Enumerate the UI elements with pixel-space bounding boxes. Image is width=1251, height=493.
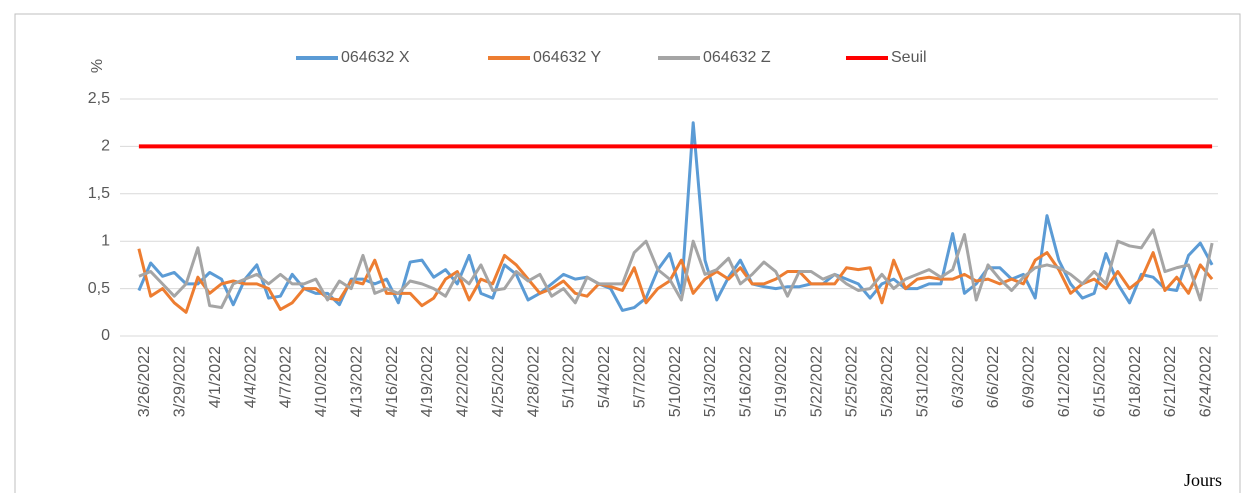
x-tick-label: 6/15/2022 <box>1091 346 1108 417</box>
x-tick-label: 6/12/2022 <box>1056 346 1073 417</box>
x-tick-label: 4/1/2022 <box>207 346 224 408</box>
x-tick-label: 3/29/2022 <box>171 346 188 417</box>
y-tick-label: 2 <box>101 138 110 155</box>
x-tick-label: 5/4/2022 <box>596 346 613 408</box>
legend-label: Seuil <box>891 49 927 66</box>
x-tick-label: 4/22/2022 <box>455 346 472 417</box>
chart-frame <box>14 13 1241 493</box>
x-tick-label: 5/28/2022 <box>879 346 896 417</box>
series-line <box>137 248 1214 314</box>
x-tick-label: 5/19/2022 <box>773 346 790 417</box>
x-tick-label: 4/13/2022 <box>348 346 365 417</box>
x-tick-label: 4/10/2022 <box>313 346 330 417</box>
x-tick-label: 5/1/2022 <box>561 346 578 408</box>
x-tick-label: 3/26/2022 <box>136 346 153 417</box>
x-tick-label: 6/24/2022 <box>1198 346 1215 417</box>
x-tick-label: 6/3/2022 <box>950 346 967 408</box>
x-tick-label: 5/16/2022 <box>738 346 755 417</box>
y-tick-label: 2,5 <box>88 90 110 107</box>
legend-label: 064632 X <box>341 49 410 66</box>
series-line <box>137 121 1214 312</box>
x-tick-label: 6/21/2022 <box>1162 346 1179 417</box>
x-tick-label: 6/9/2022 <box>1021 346 1038 408</box>
legend-label: 064632 Y <box>533 49 602 66</box>
x-tick-label: 5/7/2022 <box>631 346 648 408</box>
x-tick-label: 6/18/2022 <box>1127 346 1144 417</box>
x-tick-label: 5/10/2022 <box>667 346 684 417</box>
x-tick-label: 5/22/2022 <box>808 346 825 417</box>
x-tick-label: 4/7/2022 <box>278 346 295 408</box>
x-tick-label: 4/19/2022 <box>419 346 436 417</box>
x-tick-label: 4/16/2022 <box>384 346 401 417</box>
x-tick-label: 6/6/2022 <box>985 346 1002 408</box>
x-axis-label: Jours <box>1184 470 1222 490</box>
x-tick-label: 5/13/2022 <box>702 346 719 417</box>
x-tick-label: 5/31/2022 <box>914 346 931 417</box>
x-tick-label: 4/4/2022 <box>242 346 259 408</box>
legend-label: 064632 Z <box>703 49 771 66</box>
series-line <box>138 228 1214 310</box>
y-axis-label: % <box>89 59 106 73</box>
y-tick-label: 0,5 <box>88 280 110 297</box>
y-tick-label: 0 <box>101 327 110 344</box>
x-tick-label: 4/25/2022 <box>490 346 507 417</box>
x-tick-label: 5/25/2022 <box>844 346 861 417</box>
y-tick-label: 1 <box>101 232 110 249</box>
x-tick-label: 4/28/2022 <box>525 346 542 417</box>
y-tick-label: 1,5 <box>88 185 110 202</box>
